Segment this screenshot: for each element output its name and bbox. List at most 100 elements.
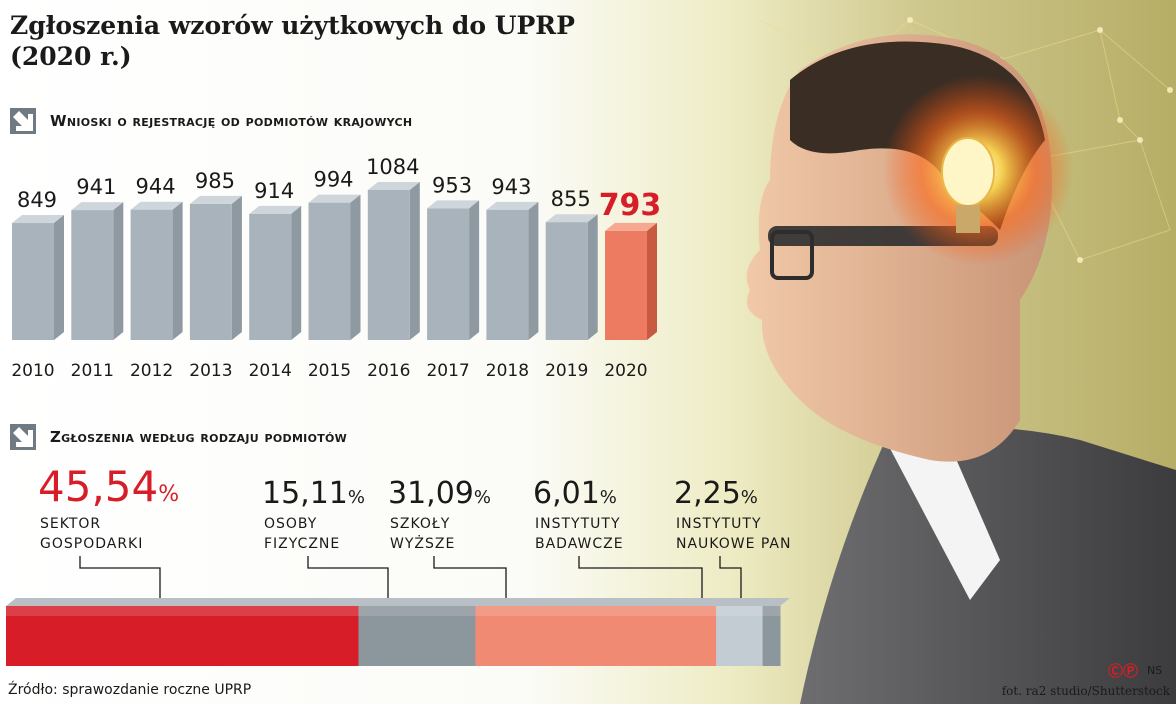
share-category-label: OSOBY FIZYCZNE — [264, 514, 340, 554]
segment-highlight — [6, 606, 359, 616]
bar-top-face — [12, 215, 64, 224]
year-label: 2019 — [545, 361, 588, 381]
percent-sign: % — [599, 487, 617, 508]
bar-front-face — [367, 190, 410, 340]
bar-front-face — [130, 209, 173, 340]
year-label: 2010 — [11, 361, 54, 381]
arrow-down-right-icon — [10, 108, 36, 134]
bar-top-face — [427, 200, 480, 209]
bar-chart-applications: 849 2010 941 2011 944 2012 985 2013 914 2014 994 20… — [11, 155, 661, 381]
connector-line — [79, 556, 161, 604]
year-label: 2011 — [71, 361, 114, 381]
bar-2011 — [71, 202, 124, 340]
bar-2018 — [486, 201, 539, 340]
value-label: 994 — [313, 168, 353, 192]
section-header-applications: Wnioski o rejestrację od podmiotów krajo… — [10, 108, 412, 134]
share-category-line: SZKOŁY — [390, 516, 451, 532]
year-label: 2012 — [130, 361, 173, 381]
bar-front-face — [545, 222, 588, 340]
value-label: 855 — [551, 187, 591, 211]
share-value: 6,01% — [533, 476, 617, 511]
stacked-share-bar — [6, 598, 790, 666]
bar-2010 — [12, 215, 64, 340]
percent-sign: % — [347, 487, 365, 508]
share-number: 45,54 — [38, 462, 159, 511]
publisher-logo: ⒸⓅ NS — [1108, 660, 1162, 681]
share-segment — [6, 606, 359, 666]
bar-top-face — [130, 201, 183, 210]
photo-credit: fot. ra2 studio/Shutterstock — [1001, 684, 1170, 698]
connector-line — [578, 556, 703, 604]
bar-side-face — [528, 201, 539, 340]
publisher-logo-mark: ⒸⓅ — [1108, 662, 1139, 680]
bar-2016 — [367, 182, 420, 340]
share-category-line: OSOBY — [264, 516, 318, 532]
share-number: 2,25 — [674, 476, 741, 511]
year-label: 2014 — [249, 361, 292, 381]
value-label: 914 — [254, 179, 294, 203]
share-category-line: INSTYTUTY — [535, 516, 621, 532]
connector-line — [433, 556, 507, 604]
value-label: 849 — [17, 188, 57, 212]
value-label: 941 — [76, 175, 116, 199]
share-value: 31,09% — [388, 476, 491, 511]
bar-2017 — [427, 200, 480, 340]
share-category-label: INSTYTUTY BADAWCZE — [535, 514, 624, 554]
bar-side-face — [647, 222, 657, 340]
year-label: 2015 — [308, 361, 351, 381]
share-category-label: SZKOŁY WYŻSZE — [390, 514, 455, 554]
segment-highlight — [358, 606, 476, 616]
bar-front-face — [71, 210, 114, 340]
bar-side-face — [113, 202, 124, 340]
section-title-entity-types: Zgłoszenia według rodzaju podmiotów — [50, 428, 348, 446]
year-label: 2020 — [604, 361, 647, 381]
share-number: 31,09 — [388, 476, 474, 511]
bar-front-face — [427, 208, 470, 340]
bar-top-face — [545, 214, 598, 223]
value-label: 944 — [136, 175, 176, 199]
arrow-down-right-icon — [10, 424, 36, 450]
share-value: 2,25% — [674, 476, 758, 511]
bar-2013 — [189, 195, 242, 340]
bar-2014 — [249, 205, 302, 340]
year-label: 2013 — [189, 361, 232, 381]
source-note: Źródło: sprawozdanie roczne UPRP — [8, 682, 252, 698]
bar-top-face — [6, 598, 790, 606]
bar-top-face — [486, 201, 539, 210]
section-title-applications: Wnioski o rejestrację od podmiotów krajo… — [50, 112, 413, 130]
segment-highlight — [716, 606, 764, 616]
bar-side-face — [54, 215, 64, 340]
share-category-line: FIZYCZNE — [264, 536, 341, 552]
page-title: Zgłoszenia wzorów użytkowych do UPRP (20… — [10, 11, 575, 71]
bar-front-face — [605, 230, 647, 340]
bar-top-face — [189, 195, 242, 204]
bar-front-face — [308, 202, 351, 340]
share-segment — [358, 606, 476, 666]
share-number: 6,01 — [533, 476, 600, 511]
percent-sign: % — [740, 487, 758, 508]
bar-top-face — [308, 194, 361, 203]
connector-line — [719, 556, 742, 604]
share-category-line: WYŻSZE — [390, 536, 456, 552]
value-label: 953 — [432, 173, 472, 197]
year-label: 2018 — [486, 361, 529, 381]
connector-line — [307, 556, 389, 604]
bar-side-face — [231, 195, 242, 340]
bar-top-face — [367, 182, 420, 190]
value-label: 943 — [491, 175, 531, 199]
percent-sign: % — [473, 487, 491, 508]
bar-front-face — [189, 203, 232, 340]
share-category-line: INSTYTUTY — [676, 516, 762, 532]
bar-2019 — [545, 214, 598, 340]
bar-2015 — [308, 194, 361, 340]
bar-top-face — [249, 205, 302, 214]
bar-top-face — [71, 202, 124, 211]
share-category-line: BADAWCZE — [535, 536, 624, 552]
bar-top-face — [605, 222, 657, 231]
bar-side-face — [409, 182, 420, 340]
segment-highlight — [762, 606, 781, 616]
share-category-line: SEKTOR — [40, 516, 102, 532]
share-number: 15,11 — [262, 476, 348, 511]
segment-connectors — [79, 556, 745, 608]
bar-side-face — [350, 194, 361, 340]
